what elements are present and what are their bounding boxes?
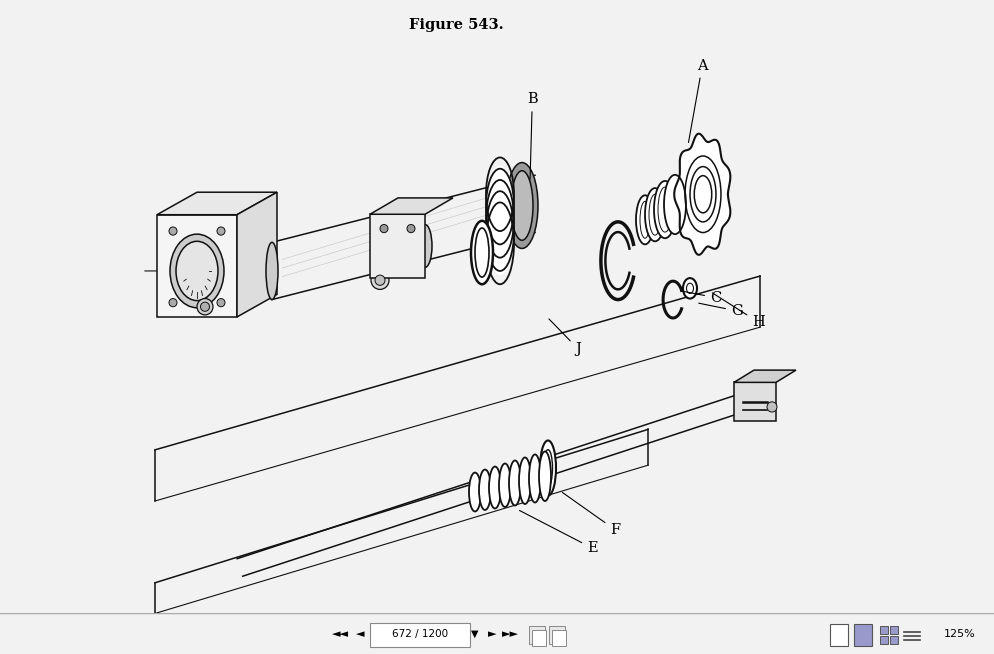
Circle shape	[169, 298, 177, 307]
Ellipse shape	[417, 224, 431, 267]
Ellipse shape	[639, 201, 649, 238]
FancyBboxPatch shape	[879, 626, 887, 634]
Text: A: A	[688, 58, 707, 143]
Ellipse shape	[478, 470, 490, 510]
Ellipse shape	[499, 464, 511, 507]
FancyBboxPatch shape	[529, 626, 545, 644]
Ellipse shape	[511, 171, 533, 240]
Ellipse shape	[486, 199, 513, 275]
Text: G: G	[698, 303, 742, 318]
Text: 125%: 125%	[943, 628, 975, 639]
Polygon shape	[734, 370, 795, 383]
Ellipse shape	[635, 196, 653, 245]
Ellipse shape	[468, 473, 480, 511]
Ellipse shape	[375, 275, 385, 285]
Ellipse shape	[197, 298, 213, 315]
Ellipse shape	[509, 460, 521, 506]
Polygon shape	[237, 192, 276, 317]
Ellipse shape	[371, 271, 389, 290]
Polygon shape	[734, 383, 775, 421]
Ellipse shape	[657, 187, 671, 232]
Ellipse shape	[539, 451, 551, 501]
Ellipse shape	[170, 234, 224, 308]
Text: Figure 543.: Figure 543.	[409, 18, 503, 33]
FancyBboxPatch shape	[889, 636, 898, 644]
Polygon shape	[674, 133, 730, 255]
Ellipse shape	[644, 188, 664, 241]
Circle shape	[407, 224, 414, 233]
Ellipse shape	[486, 188, 513, 262]
Circle shape	[217, 227, 225, 235]
FancyBboxPatch shape	[879, 636, 887, 644]
Ellipse shape	[486, 165, 513, 235]
FancyBboxPatch shape	[549, 626, 565, 644]
Ellipse shape	[506, 163, 538, 249]
Ellipse shape	[201, 302, 210, 311]
Ellipse shape	[663, 175, 685, 234]
Text: F: F	[562, 492, 619, 537]
Ellipse shape	[474, 228, 488, 277]
Circle shape	[766, 402, 776, 412]
Text: ►►: ►►	[501, 628, 518, 639]
Ellipse shape	[488, 466, 501, 508]
Polygon shape	[370, 215, 424, 278]
FancyBboxPatch shape	[829, 624, 847, 646]
FancyBboxPatch shape	[370, 623, 469, 647]
Text: E: E	[519, 510, 597, 555]
Circle shape	[169, 227, 177, 235]
Text: J: J	[549, 319, 580, 356]
Ellipse shape	[486, 177, 513, 249]
Ellipse shape	[682, 278, 697, 298]
Polygon shape	[157, 215, 237, 317]
FancyBboxPatch shape	[853, 624, 871, 646]
FancyBboxPatch shape	[889, 626, 898, 634]
Polygon shape	[370, 198, 452, 215]
Ellipse shape	[265, 243, 277, 300]
Text: H: H	[712, 293, 764, 329]
Text: ◄◄: ◄◄	[331, 628, 348, 639]
Circle shape	[217, 298, 225, 307]
Polygon shape	[157, 192, 276, 215]
Ellipse shape	[529, 455, 541, 502]
Ellipse shape	[543, 450, 552, 487]
FancyBboxPatch shape	[532, 630, 546, 646]
Ellipse shape	[176, 241, 218, 301]
Text: ▼: ▼	[471, 628, 478, 639]
Ellipse shape	[653, 181, 675, 238]
Text: ►: ►	[487, 628, 496, 639]
FancyBboxPatch shape	[552, 630, 566, 646]
Text: 672 / 1200: 672 / 1200	[392, 628, 447, 639]
Ellipse shape	[648, 194, 660, 235]
Text: ◄: ◄	[356, 628, 364, 639]
Ellipse shape	[686, 283, 693, 294]
Ellipse shape	[519, 457, 531, 504]
Text: C: C	[680, 290, 721, 305]
Circle shape	[380, 224, 388, 233]
Ellipse shape	[540, 441, 556, 496]
Text: B: B	[527, 92, 537, 179]
Ellipse shape	[470, 221, 492, 284]
